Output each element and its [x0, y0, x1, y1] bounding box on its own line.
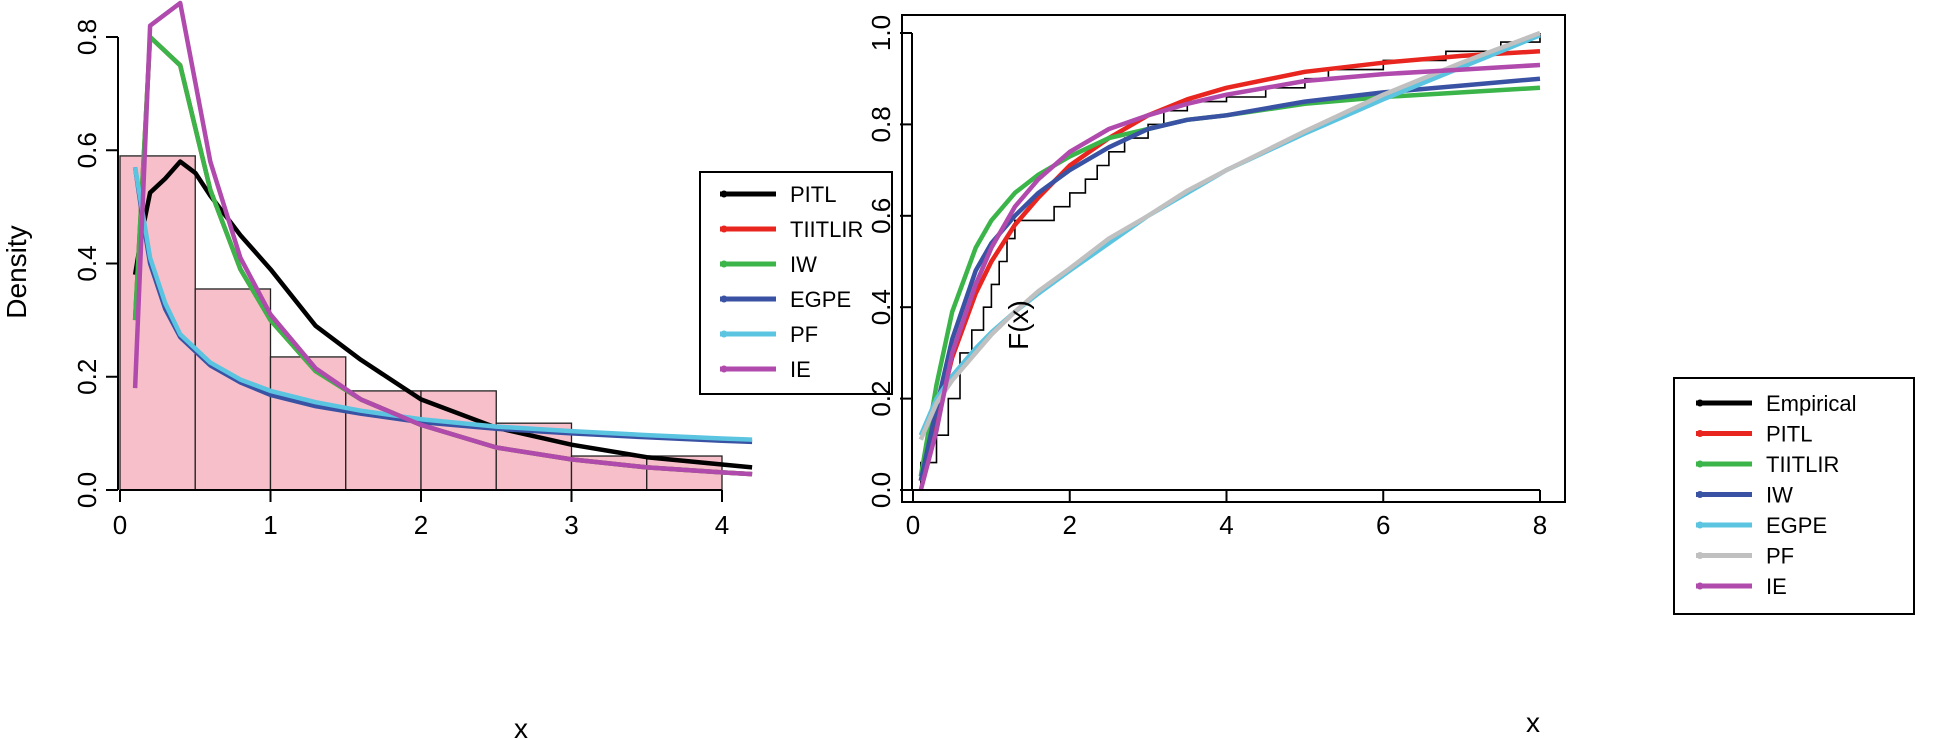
- right-y-tick-label: 0.2: [866, 381, 896, 417]
- left-legend-label: IE: [790, 357, 811, 382]
- right-plot-frame: [901, 14, 1566, 503]
- right-x-axis-label: x: [1526, 707, 1540, 738]
- right-legend-dot: [1696, 521, 1704, 529]
- right-y-tick-label: 0.8: [866, 106, 896, 142]
- right-legend: Empirical PITL TIITLIR IW EGPE PF IE: [1673, 377, 1915, 615]
- right-legend-label: TIITLIR: [1766, 452, 1839, 477]
- left-y-tick-label: 0.6: [72, 132, 102, 168]
- right-legend-dot: [1696, 491, 1704, 498]
- left-x-tick-label: 3: [564, 510, 578, 540]
- left-y-tick-label: 0.0: [72, 472, 102, 508]
- right-legend-label: EGPE: [1766, 513, 1827, 538]
- right-legend-label: PITL: [1766, 422, 1812, 447]
- left-y-tick-label: 0.4: [72, 245, 102, 281]
- cdf-line-iw: [918, 76, 1541, 482]
- left-legend-label: PF: [790, 322, 818, 347]
- empirical-cdf-steps: [920, 33, 1541, 490]
- right-legend-dot: [1696, 430, 1704, 437]
- right-x-tick-label: 6: [1376, 510, 1390, 540]
- cdf-line-pf: [918, 30, 1541, 441]
- cdf-axes: 0 2 4 6 8 0.0 0.2 0.4 0.6 0.8 1.0: [866, 14, 1566, 540]
- left-legend: PITL TIITLIR IW EGPE PF IE: [699, 171, 893, 395]
- histogram-bar: [420, 390, 497, 491]
- cdf-curves: [918, 30, 1541, 491]
- left-y-axis-label: Density: [1, 225, 32, 318]
- cdf-line-ie: [918, 62, 1541, 491]
- right-legend-label: PF: [1766, 544, 1794, 569]
- left-y-tick-label: 0.8: [72, 19, 102, 55]
- cdf-panel: 0 2 4 6 8 0.0 0.2 0.4 0.6 0.8 1.0 x F(x) Empirical…: [866, 14, 1915, 738]
- left-x-tick-label: 0: [113, 510, 127, 540]
- right-legend-label: IE: [1766, 574, 1787, 599]
- right-y-tick-label: 1.0: [866, 15, 896, 51]
- right-x-tick-label: 8: [1533, 510, 1547, 540]
- right-legend-dot: [1696, 552, 1704, 559]
- density-line-pf: [132, 166, 753, 442]
- right-legend-dot: [1696, 399, 1704, 407]
- left-legend-dot: [720, 225, 728, 233]
- left-x-tick-label: 2: [414, 510, 428, 540]
- left-legend-dot: [720, 295, 728, 303]
- left-x-tick-label: 1: [263, 510, 277, 540]
- left-y-tick-label: 0.2: [72, 359, 102, 395]
- empirical-cdf-line: [920, 33, 1541, 490]
- density-panel: 0 1 2 3 4 0.0 0.2 0.4 0.6 0.8 x Density PITL TIITL…: [1, 0, 893, 739]
- histogram-bar: [345, 390, 422, 491]
- density-line-pitl: [132, 159, 753, 470]
- left-legend-label: TIITLIR: [790, 217, 863, 242]
- right-legend-dot: [1696, 460, 1704, 468]
- left-legend-dot: [720, 330, 728, 338]
- left-legend-label: EGPE: [790, 287, 851, 312]
- right-legend-label: IW: [1766, 483, 1793, 508]
- right-x-tick-label: 0: [906, 510, 920, 540]
- left-legend-dot: [720, 190, 728, 198]
- left-legend-box: [699, 171, 893, 395]
- histogram-bar: [119, 155, 196, 491]
- left-x-tick-label: 4: [715, 510, 729, 540]
- left-legend-dot: [720, 365, 728, 373]
- right-y-tick-label: 0.0: [866, 472, 896, 508]
- right-y-tick-label: 0.6: [866, 198, 896, 234]
- right-y-axis-label: F(x): [1003, 300, 1034, 350]
- left-legend-dot: [720, 260, 728, 268]
- density-axes: 0 1 2 3 4 0.0 0.2 0.4 0.6 0.8: [72, 19, 729, 540]
- cdf-line-egpe: [918, 33, 1541, 437]
- density-line-ie: [132, 0, 753, 477]
- left-x-axis-label: x: [514, 713, 528, 739]
- left-legend-label: PITL: [790, 182, 836, 207]
- histogram-bar: [269, 356, 347, 491]
- left-legend-label: IW: [790, 252, 817, 277]
- right-x-tick-label: 2: [1063, 510, 1077, 540]
- density-curves: [132, 0, 753, 477]
- right-y-tick-label: 0.4: [866, 289, 896, 325]
- right-x-tick-label: 4: [1219, 510, 1233, 540]
- cdf-line-tiitlir: [918, 85, 1541, 477]
- histogram-bars: [119, 155, 723, 491]
- right-legend-label: Empirical: [1766, 391, 1856, 416]
- right-legend-dot: [1696, 582, 1704, 590]
